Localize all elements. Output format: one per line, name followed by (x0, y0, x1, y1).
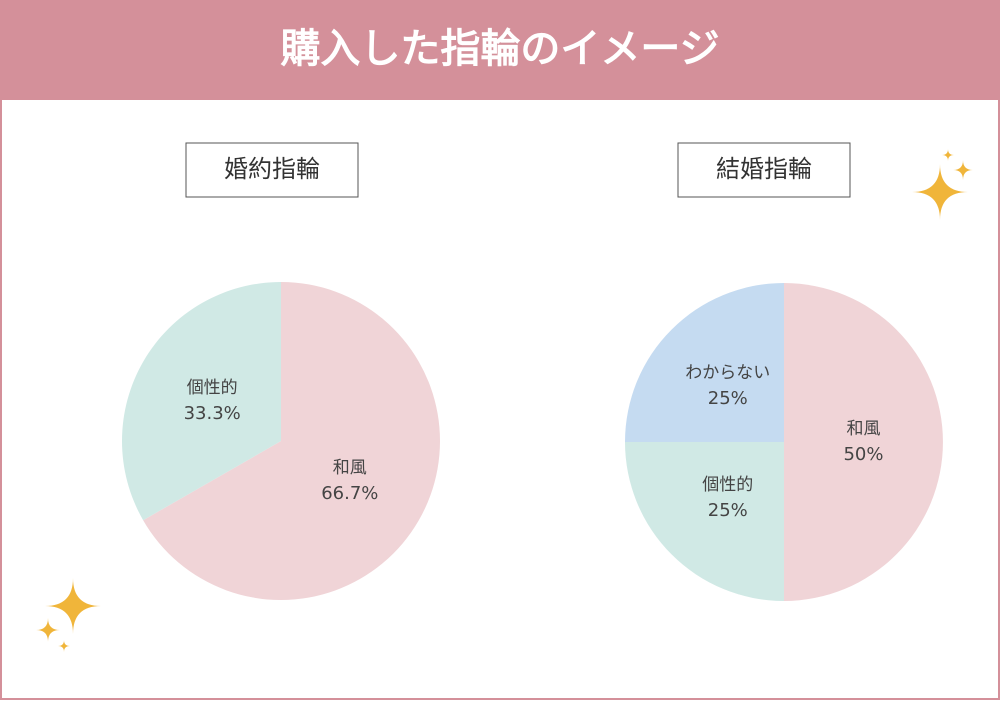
pie-slice (784, 283, 943, 601)
pie-slice (625, 442, 784, 601)
sparkles (36, 149, 973, 652)
header-bar (0, 0, 1000, 100)
slice-label: 和風 (847, 419, 881, 439)
value-label: 33.3% (184, 403, 241, 424)
slice-label: 個性的 (187, 378, 238, 398)
slice-label: 和風 (333, 458, 367, 478)
page-title: 購入した指輪のイメージ (280, 25, 719, 72)
value-label: 50% (843, 444, 883, 465)
pie-slice (143, 282, 441, 600)
pie-slice (122, 282, 281, 521)
chart-title: 結婚指輪 (716, 155, 812, 183)
chart-title-box (185, 142, 359, 198)
value-label: 25% (708, 500, 748, 521)
slice-label: わからない (685, 363, 770, 383)
chart-title: 婚約指輪 (224, 155, 320, 183)
value-label: 25% (708, 388, 748, 409)
value-label: 66.7% (321, 483, 378, 504)
pie-slice (625, 283, 784, 442)
slice-label: 個性的 (702, 475, 753, 495)
chart-title-box (677, 142, 851, 198)
